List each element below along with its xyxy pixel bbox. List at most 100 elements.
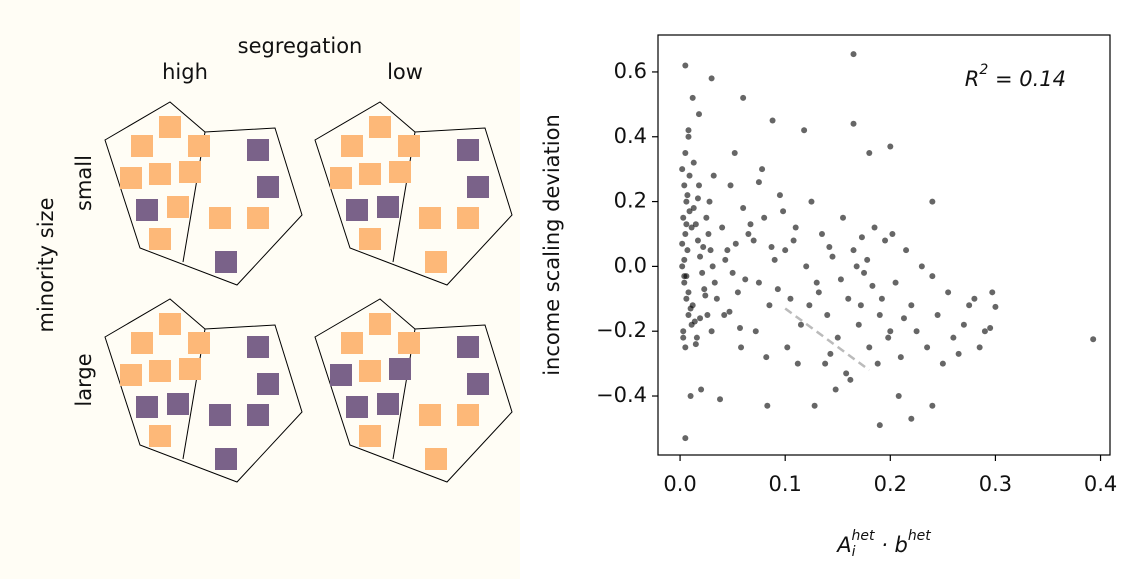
column-label: low	[387, 60, 423, 84]
data-point	[790, 237, 797, 244]
data-point	[755, 179, 762, 186]
data-point	[966, 302, 973, 309]
annotation: R2 = 0.14	[965, 62, 1066, 91]
annotation-part: 2	[979, 62, 988, 78]
x-axis-label-part: A	[835, 533, 851, 557]
data-point	[690, 205, 697, 212]
x-axis-label-part: · b	[874, 533, 907, 557]
y-tick-label: 0.0	[614, 253, 647, 277]
y-tick-label: −0.4	[596, 383, 647, 407]
data-point	[847, 376, 854, 383]
data-point	[747, 221, 754, 228]
data-point	[806, 302, 813, 309]
household-square	[149, 228, 171, 250]
data-point	[822, 360, 829, 367]
data-point	[782, 247, 789, 254]
data-point	[688, 224, 695, 231]
data-point	[692, 221, 699, 228]
diagram-background	[0, 0, 520, 579]
household-square	[457, 207, 479, 229]
household-square	[188, 135, 210, 157]
household-square	[419, 207, 441, 229]
data-point	[908, 415, 915, 422]
data-point	[766, 302, 773, 309]
household-square	[330, 167, 352, 189]
data-point	[688, 321, 695, 328]
data-point	[729, 269, 736, 276]
data-point	[734, 289, 741, 296]
data-point	[724, 247, 731, 254]
household-square	[341, 135, 363, 157]
data-point	[780, 208, 787, 215]
data-point	[680, 214, 687, 221]
data-point	[706, 198, 713, 205]
data-point	[892, 279, 899, 286]
data-point	[776, 192, 783, 199]
annotation-part: R	[965, 67, 980, 91]
data-point	[707, 247, 714, 254]
data-point	[681, 279, 688, 286]
data-point	[740, 205, 747, 212]
data-point	[693, 334, 700, 341]
data-point	[701, 286, 708, 293]
data-point	[680, 328, 687, 335]
data-point	[871, 224, 878, 231]
data-point	[787, 295, 794, 302]
data-point	[855, 321, 862, 328]
data-point	[687, 393, 694, 400]
household-square	[149, 163, 171, 185]
data-point	[866, 149, 873, 156]
household-square	[359, 228, 381, 250]
household-square	[457, 139, 479, 161]
household-square	[131, 135, 153, 157]
household-square	[167, 196, 189, 218]
data-point	[987, 324, 994, 331]
data-point	[992, 303, 999, 310]
data-point	[876, 422, 883, 429]
data-point	[745, 230, 752, 237]
household-square	[120, 364, 142, 386]
data-point	[792, 224, 799, 231]
data-point	[895, 393, 902, 400]
axes-frame	[657, 34, 1111, 456]
data-point	[889, 230, 896, 237]
data-point	[700, 243, 707, 250]
data-point	[711, 279, 718, 286]
data-point	[713, 295, 720, 302]
data-point	[918, 263, 925, 270]
data-point	[908, 302, 915, 309]
household-square	[359, 163, 381, 185]
data-point	[900, 315, 907, 322]
data-point	[861, 269, 868, 276]
data-point	[976, 344, 983, 351]
data-point	[682, 62, 689, 69]
y-tick-label: 0.6	[614, 59, 647, 83]
household-square	[209, 207, 231, 229]
data-point	[794, 360, 801, 367]
data-point	[882, 237, 889, 244]
district-outline	[104, 298, 303, 483]
household-square	[359, 360, 381, 382]
x-tick-label: 0.1	[768, 472, 801, 496]
x-tick-label: 0.0	[663, 472, 696, 496]
data-point	[679, 166, 686, 173]
y-tick-label: 0.2	[614, 189, 647, 213]
data-point	[934, 312, 941, 318]
data-point	[722, 256, 729, 263]
data-point	[709, 263, 716, 270]
household-square	[389, 358, 411, 380]
data-point	[699, 269, 706, 276]
data-point	[815, 289, 822, 296]
data-point	[834, 334, 841, 341]
data-point	[850, 247, 857, 254]
household-square	[149, 425, 171, 447]
data-point	[924, 344, 931, 351]
data-point	[813, 279, 820, 286]
data-point	[685, 289, 692, 296]
district-outline	[314, 298, 513, 483]
household-square	[247, 336, 269, 358]
data-point	[857, 302, 864, 309]
household-square	[369, 313, 391, 335]
data-point	[845, 295, 852, 302]
data-point	[950, 334, 957, 341]
